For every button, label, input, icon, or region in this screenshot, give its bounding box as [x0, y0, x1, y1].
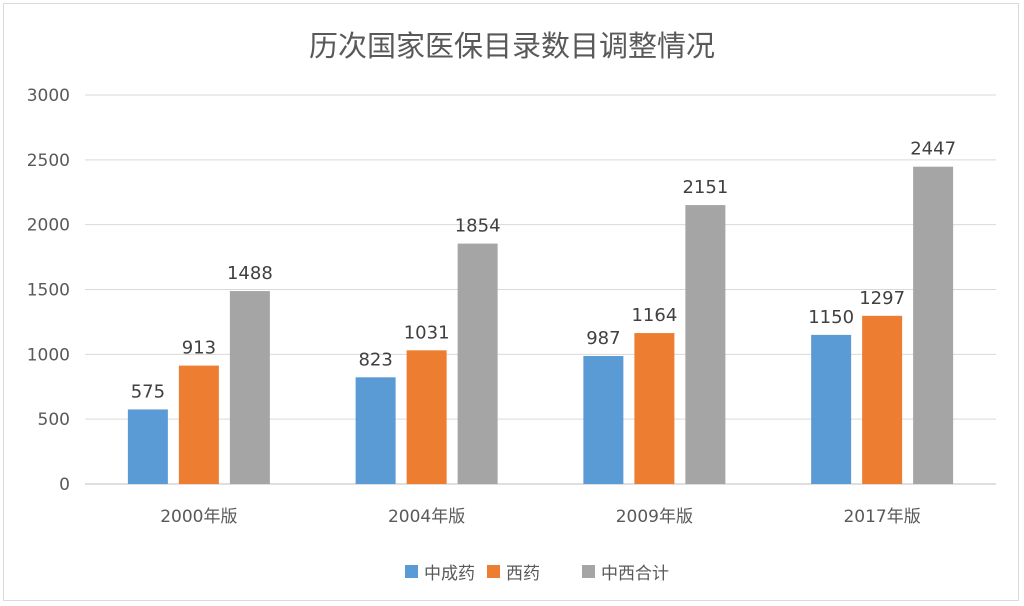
data-label: 2151: [682, 177, 728, 198]
bar-2: [406, 350, 447, 484]
legend-swatch: [582, 565, 595, 578]
y-tick-label: 0: [59, 475, 70, 495]
bar-2: [634, 333, 675, 484]
x-tick-label: 2009年版: [616, 507, 693, 527]
legend-swatch: [487, 565, 500, 578]
data-label: 913: [182, 338, 216, 359]
bar-1: [127, 409, 168, 484]
x-tick-label: 2017年版: [843, 507, 920, 527]
y-tick-label: 2000: [27, 216, 70, 236]
data-label: 1150: [808, 307, 854, 328]
y-tick-label: 1500: [27, 281, 70, 301]
legend-label: 中成药: [424, 564, 475, 584]
bar-3: [913, 166, 954, 484]
legend-label: 中西合计: [601, 564, 669, 584]
x-tick-label: 2004年版: [388, 507, 465, 527]
y-tick-label: 3000: [27, 86, 70, 106]
x-tick-label: 2000年版: [160, 507, 237, 527]
bar-2: [178, 365, 219, 484]
bar-3: [457, 243, 498, 484]
y-tick-label: 1000: [27, 345, 70, 365]
x-axis-ticks: 2000年版 2004年版 2009年版 2017年版: [160, 507, 921, 527]
bar-1: [811, 334, 852, 484]
y-axis-ticks: 0 500 1000 1500 2000 2500 3000: [27, 86, 70, 495]
data-label: 987: [586, 328, 620, 349]
data-label: 1854: [455, 216, 501, 237]
chart-title: 历次国家医保目录数目调整情况: [309, 29, 715, 63]
data-label: 1031: [404, 322, 450, 343]
y-tick-label: 500: [38, 410, 70, 430]
legend-label: 西药: [506, 564, 540, 584]
data-label: 575: [131, 381, 165, 402]
bar-1: [583, 356, 624, 484]
y-tick-label: 2500: [27, 151, 70, 171]
bars: 575 913 1488 823 1031 1854 987 1164 2151 11501297…: [127, 139, 956, 484]
data-label: 2447: [910, 139, 956, 160]
bar-1: [355, 377, 396, 484]
bar-3: [685, 205, 726, 484]
bar-2: [862, 315, 903, 484]
data-label: 823: [358, 349, 392, 370]
data-label: 1297: [859, 288, 905, 309]
chart-frame: [3, 3, 1019, 601]
legend-swatch: [405, 565, 418, 578]
data-label: 1488: [227, 263, 273, 284]
bar-3: [229, 291, 270, 484]
legend: 中成药 西药 中西合计: [405, 564, 669, 584]
data-label: 1164: [631, 305, 677, 326]
